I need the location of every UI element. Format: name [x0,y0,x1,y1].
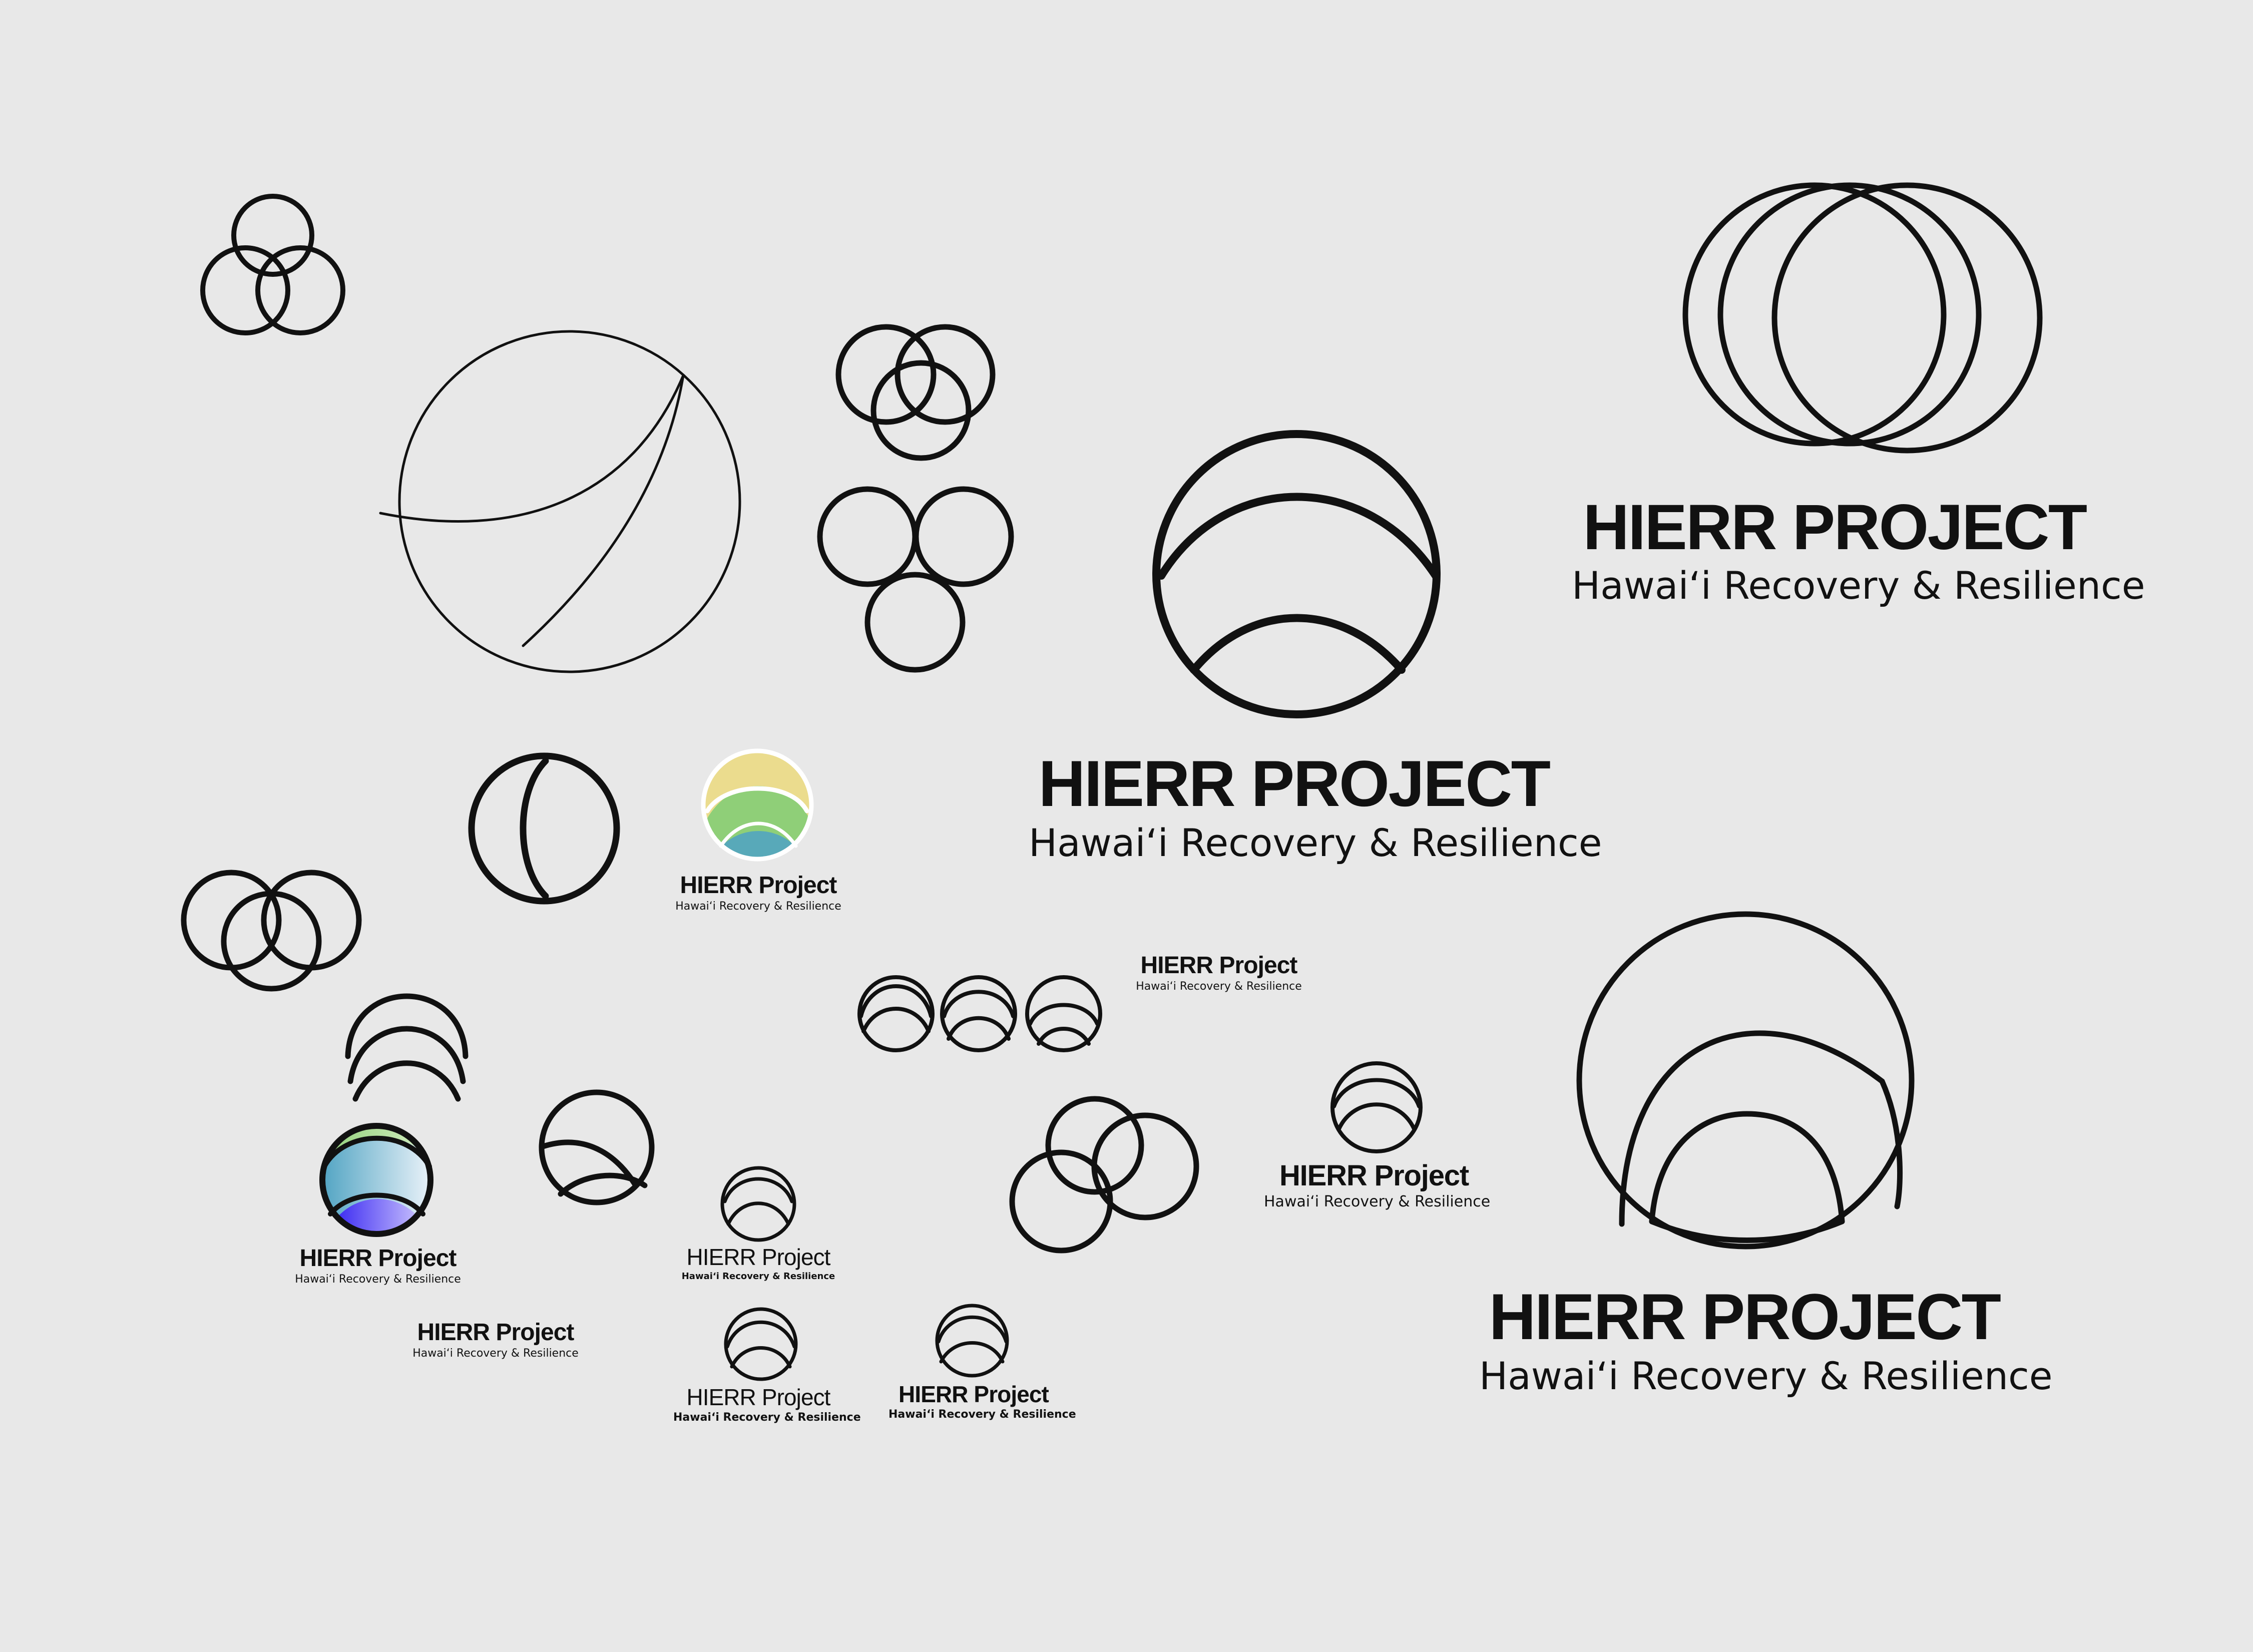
three-rings-triangle-mark [817,486,1014,673]
wordmark-subtitle: Hawai‘i Recovery & Resilience [1136,980,1302,993]
wordmark-title: HIERR Project [686,1244,830,1270]
three-rings-cluster-mark-b [1009,1096,1199,1254]
wordmark-title: HIERR Project [686,1384,830,1410]
arch-circles-row [857,975,1102,1052]
wordmark-title: HIERR Project [1140,952,1298,979]
wordmark-arch-small-a: HIERR Project Hawai‘i Recovery & Resilie… [681,1246,836,1282]
wordmark-subtitle: Hawai‘i Recovery & Resilience [412,1347,579,1360]
wordmark-color-badge: HIERR Project Hawai‘i Recovery & Resilie… [666,874,851,913]
wave-circle-mark [539,1089,655,1205]
wordmark-arch-small-d: HIERR Project Hawai‘i Recovery & Resilie… [1264,1159,1491,1210]
wordmark-center: HIERR PROJECT Hawai‘i Recovery & Resilie… [1029,747,1602,865]
arch-mark-small-b [724,1307,798,1381]
three-rings-cluster-mark [835,324,996,461]
wordmark-arch-small-c: HIERR Project Hawai‘i Recovery & Resilie… [888,1381,1076,1421]
venn-pair-mark [181,870,362,992]
wordmark-title: HIERR Project [680,872,837,899]
arch-pill-mark [345,993,469,1102]
wordmark-gradient-badge: HIERR Project Hawai‘i Recovery & Resilie… [285,1247,471,1286]
wordmark-subtitle: Hawai‘i Recovery & Resilience [1479,1354,2053,1398]
arch-mark-small-d [1330,1061,1423,1153]
wordmark-title: HIERR Project [299,1245,457,1272]
wordmark-subtitle: Hawai‘i Recovery & Resilience [675,900,841,913]
wordmark-title: HIERR PROJECT [1489,1280,2001,1353]
wordmark-title: HIERR Project [417,1319,575,1346]
wordmark-standalone: HIERR Project Hawai‘i Recovery & Resilie… [403,1321,588,1360]
wordmark-title: HIERR PROJECT [1038,747,1551,820]
trefoil-mark [200,194,345,335]
crescent-ring-mark [468,752,620,905]
wordmark-bottom-right: HIERR PROJECT Hawai‘i Recovery & Resilie… [1479,1280,2053,1398]
arch-mark-small-c [935,1304,1009,1378]
nested-arch-mark-large [1576,911,1915,1250]
wordmark-subtitle: Hawai‘i Recovery & Resilience [1264,1193,1491,1210]
wordmark-subtitle: Hawai‘i Recovery & Resilience [295,1273,461,1286]
gradient-badge-mark [319,1123,433,1237]
wordmark-arch-small-b: HIERR Project Hawai‘i Recovery & Resilie… [673,1384,861,1424]
wordmark-title: HIERR PROJECT [1583,492,2087,563]
wordmark-subtitle: Hawai‘i Recovery & Resilience [1572,563,2145,608]
arch-mark-small-a [720,1166,796,1242]
sketch-circle-mark [379,330,741,673]
wordmark-subtitle: Hawai‘i Recovery & Resilience [681,1271,835,1282]
wordmark-title: HIERR Project [898,1381,1049,1407]
wordmark-subtitle: Hawai‘i Recovery & Resilience [673,1411,861,1424]
arch-circle-mark-large [1152,430,1441,718]
wordmark-title: HIERR Project [1279,1159,1469,1192]
triple-ring-mark-large [1682,182,2043,454]
wordmark-subtitle: Hawai‘i Recovery & Resilience [888,1408,1076,1421]
wordmark-arch-row: HIERR Project Hawai‘i Recovery & Resilie… [1126,954,1311,993]
wordmark-top-right: HIERR PROJECT Hawai‘i Recovery & Resilie… [1572,492,2145,608]
wordmark-subtitle: Hawai‘i Recovery & Resilience [1029,820,1602,865]
color-badge-mark [701,748,814,862]
